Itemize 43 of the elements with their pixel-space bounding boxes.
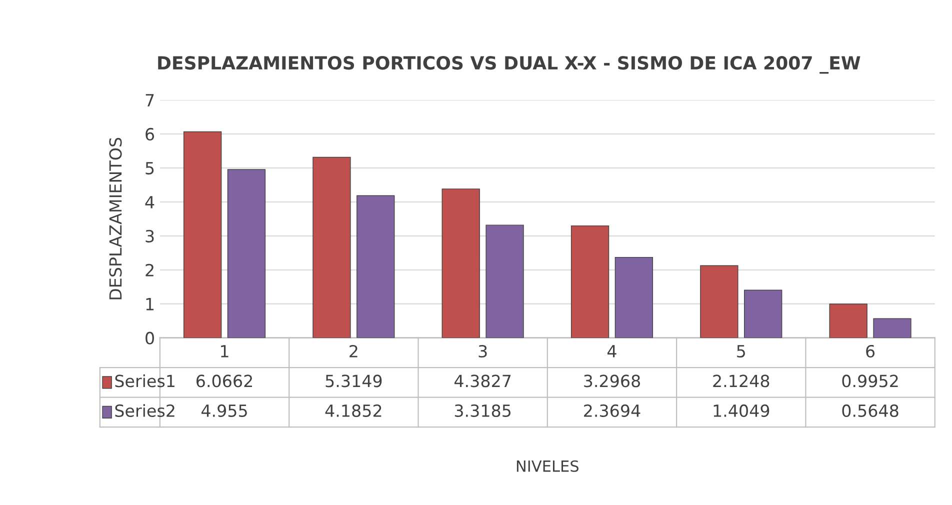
y-tick-label: 6 [146,128,154,141]
data-label: 3.2968 [584,374,640,388]
data-label: 2.1248 [713,374,770,388]
y-tick-label: 2 [146,264,154,276]
y-tick-label: 4 [145,196,154,208]
chart-title: DESPLAZAMIENTOS PORTICOS VS DUAL X-X - SISMO DE ICA 2007 _EW [158,56,860,74]
bar [312,156,351,338]
data-label: 6.0662 [196,374,252,388]
x-tick-label: 3 [478,344,487,358]
legend-label: Series2 [115,404,174,418]
data-label: 0.9952 [842,374,898,388]
bar [829,304,868,338]
bar [700,265,738,338]
y-tick-label: 0 [146,332,154,344]
data-label: 5.3149 [326,374,382,388]
data-label: 2.3694 [584,404,640,418]
y-tick-label: 3 [146,230,154,242]
x-tick-label: 2 [350,344,358,358]
bar [614,256,654,338]
data-label: 1.4049 [714,404,770,418]
bar [744,290,782,338]
y-tick-label: 7 [146,94,154,106]
bar [570,225,610,338]
y-tick-label: 1 [146,298,154,310]
bar [486,224,524,338]
x-tick-label: 4 [607,345,616,358]
bar [183,131,222,338]
data-label: 3.3185 [454,404,511,418]
legend-label: Series1 [115,374,174,388]
data-label: 4.1852 [325,404,382,418]
y-tick-label: 5 [146,162,154,175]
x-tick-label: 5 [737,345,745,358]
x-tick-label: 1 [221,345,228,358]
data-label: 4.3827 [454,374,511,388]
y-axis-title: DESPLAZAMIENTOS [109,138,122,300]
bar [356,195,395,338]
bar [442,188,480,338]
bar [873,318,912,338]
text: NIVELES [516,460,578,472]
bar [227,169,266,338]
data-label: 4.955 [201,404,247,418]
data-label: 0.5648 [842,404,898,418]
x-tick-label: 6 [866,344,875,358]
